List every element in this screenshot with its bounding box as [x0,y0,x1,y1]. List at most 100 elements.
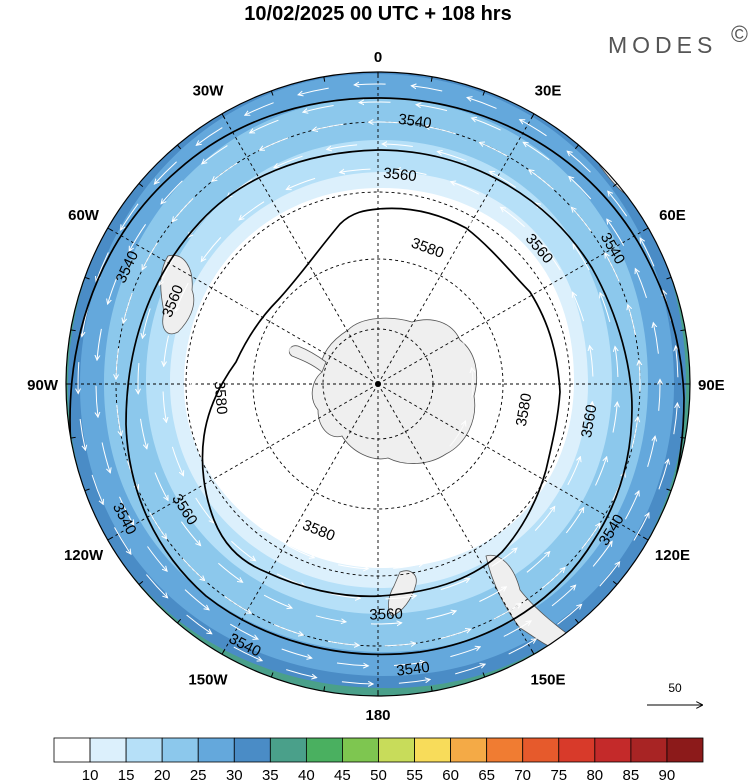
wind-arrow [303,105,334,113]
wind-arrow [560,352,563,383]
colorbar-tick-label: 60 [442,767,459,782]
wind-arrow [491,548,517,567]
wind-arrow [479,142,508,157]
wind-arrow [270,488,294,509]
wind-arrow [444,460,468,482]
wind-arrow [116,348,119,379]
wind-arrow [569,177,592,200]
wind-arrow [196,127,223,146]
lon-label-90w: 90W [27,377,59,394]
wind-arrow [534,507,555,531]
contour-label-text: 3580 [210,380,230,415]
wind-arrow [159,257,175,285]
wind-arrow [595,457,607,486]
wind-arrow [417,273,446,288]
wind-arrow [501,207,525,228]
wind-arrow [247,286,265,312]
wind-arrow [437,152,467,162]
wind-arrow [305,445,329,465]
wind-arrow [330,234,360,242]
contour-label-text: 3540 [395,659,430,680]
wind-arrow [396,170,427,175]
wind-arrow [511,255,531,279]
wind-arrow [465,304,484,330]
wind-arrow [298,87,329,95]
colorbar-swatch [378,737,415,763]
wind-arrow [455,664,485,675]
wind-arrow [193,357,195,388]
wind-arrow [520,120,547,137]
lon-label-120w: 120W [64,547,104,564]
colorbar-swatch [305,737,343,763]
edge-tick [84,276,90,280]
colorbar-swatch [414,737,452,763]
wind-arrow [557,604,581,625]
edge-tick [612,183,618,188]
wind-arrow [481,410,493,440]
edge-tick [70,329,76,332]
wind-arrow [101,442,110,473]
edge-tick [270,90,274,96]
wind-arrow [608,191,628,217]
wind-arrow [423,515,452,528]
edge-tick [680,436,686,439]
wind-arrow [309,273,337,289]
south-pole-marker [375,381,381,387]
geopotential-contours [69,97,685,696]
wind-arrow [369,122,400,123]
colorbar-tick-label: 65 [478,767,495,782]
wind-arrow [336,662,368,666]
wind-arrow [154,161,177,184]
wind-arrow [195,497,214,523]
wind-arrow [449,421,466,447]
wind-arrow [571,207,592,232]
wind-arrow [526,552,550,573]
wind-arrow [438,247,465,262]
edge-tick [107,227,113,231]
wind-arrow [467,222,493,239]
wind-arrow [335,493,367,501]
wind-arrow [382,144,413,147]
wind-arrow [393,563,423,569]
contour-3560 [125,149,633,656]
edge-tick [482,672,486,678]
colorbar-tick-label: 45 [334,767,351,782]
colorbar: 10 15 20 25 30 35 40 45 50 55 60 65 70 75 80 85 90 [53,737,704,782]
wind-arrow [658,459,669,490]
wind-arrow [327,144,358,150]
wind-arrow [229,334,237,364]
colorbar-swatch [450,737,488,763]
wind-arrow [446,542,474,557]
wind-arrow [359,102,391,103]
meridian-120 [377,383,649,541]
edge-tick [177,144,182,150]
copyright-mark: © [731,21,750,47]
wind-arrow [171,446,183,476]
wind-arrow [633,513,649,541]
edge-tick [177,618,182,624]
edge-tick [323,76,326,82]
lon-label-60e: 60E [659,207,686,224]
wind-arrow [369,533,399,534]
colorbar-swatch [666,737,704,763]
map-title: 10/02/2025 00 UTC + 108 hrs [244,3,511,25]
wind-arrow [164,335,169,367]
wind-arrow [272,305,291,332]
colorbar-tick-label: 35 [262,767,279,782]
contour-3540 [69,97,685,696]
contour-label: 3560 [369,605,403,623]
wind-arrow [384,234,415,239]
wind-arrow [448,320,465,345]
edge-tick [482,90,486,96]
wind-arrow [286,669,316,678]
wind-arrow [154,472,168,501]
wind-arrow [176,282,189,311]
colorbar-swatch [125,737,163,763]
wind-arrow [565,508,583,534]
contour-label-text: 3560 [578,403,601,439]
wind-arrow [338,564,368,569]
colorbar-tick-label: 10 [82,767,99,782]
wind-arrow [425,126,456,135]
wind-arrow [262,411,274,441]
wind-arrow [328,640,359,645]
